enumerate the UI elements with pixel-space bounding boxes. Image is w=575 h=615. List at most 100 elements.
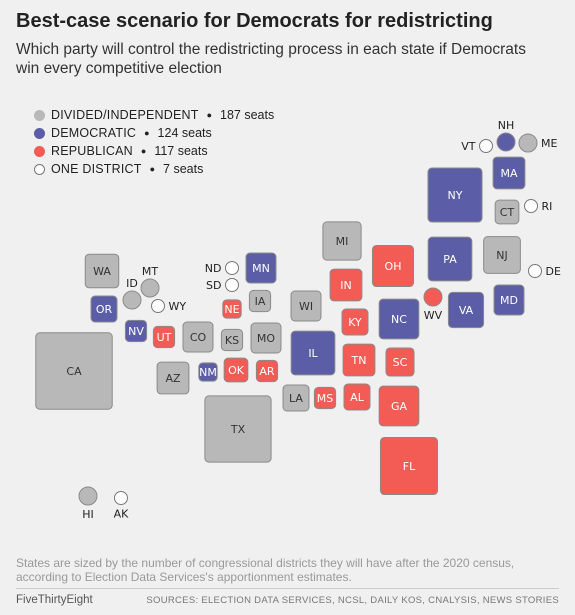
state-label-ca: CA — [66, 365, 82, 378]
state-label-de: DE — [546, 265, 561, 278]
state-label-ks: KS — [225, 334, 239, 347]
state-ga — [378, 385, 420, 427]
state-mn — [245, 252, 277, 284]
state-label-ky: KY — [348, 316, 362, 329]
state-ma — [492, 156, 526, 190]
state-label-oh: OH — [385, 260, 402, 273]
state-label-ga: GA — [391, 400, 408, 413]
state-mo — [250, 322, 282, 354]
state-label-co: CO — [190, 331, 207, 344]
sources-text: SOURCES: ELECTION DATA SERVICES, NCSL, D… — [146, 595, 559, 606]
state-label-ri: RI — [542, 200, 553, 213]
state-label-mi: MI — [336, 235, 349, 248]
state-label-mn: MN — [252, 262, 270, 275]
legend-item-democratic: DEMOCRATIC ● 124 seats — [34, 124, 274, 142]
state-vt — [479, 139, 493, 153]
state-label-wv: WV — [424, 309, 443, 322]
state-label-me: ME — [541, 137, 557, 150]
state-la — [282, 384, 310, 412]
legend-seats: 7 seats — [163, 162, 204, 176]
state-ca — [35, 332, 113, 410]
state-tx — [204, 395, 272, 463]
state-wa — [84, 253, 120, 289]
state-label-la: LA — [289, 392, 303, 405]
state-pa — [427, 236, 473, 282]
legend-label: REPUBLICAN — [51, 144, 133, 158]
state-ne — [222, 299, 242, 319]
state-sc — [385, 347, 415, 377]
state-label-md: MD — [500, 294, 518, 307]
legend-item-republican: REPUBLICAN ● 117 seats — [34, 142, 274, 160]
state-label-nm: NM — [199, 366, 217, 379]
state-label-ne: NE — [224, 303, 239, 316]
state-me — [518, 133, 538, 153]
legend-bullet: ● — [144, 128, 150, 138]
chart-title: Best-case scenario for Democrats for red… — [16, 10, 493, 32]
state-label-ny: NY — [448, 189, 463, 202]
legend-item-divided: DIVIDED/INDEPENDENT ● 187 seats — [34, 106, 274, 124]
legend-bullet: ● — [149, 164, 156, 174]
legend-seats: 117 seats — [154, 144, 208, 158]
legend-swatch-one-district — [34, 163, 45, 175]
state-label-nh: NH — [498, 119, 515, 132]
footer-divider — [16, 588, 559, 589]
state-nc — [378, 298, 420, 340]
state-label-nd: ND — [205, 262, 222, 275]
state-oh — [371, 244, 415, 288]
state-va — [447, 291, 485, 329]
state-label-ok: OK — [228, 364, 245, 377]
state-ia — [248, 289, 272, 313]
state-ny — [427, 167, 483, 223]
state-hi — [78, 486, 98, 506]
legend-label: DIVIDED/INDEPENDENT — [51, 108, 199, 122]
state-label-nc: NC — [391, 313, 407, 326]
state-label-mt: MT — [142, 265, 158, 278]
state-sd — [225, 278, 239, 292]
chart-subtitle: Which party will control the redistricti… — [16, 41, 526, 77]
state-md — [493, 284, 525, 316]
state-label-tn: TN — [351, 354, 367, 367]
legend-label: DEMOCRATIC — [51, 126, 137, 140]
state-wi — [290, 290, 322, 322]
state-label-tx: TX — [230, 423, 246, 436]
state-label-ia: IA — [255, 295, 266, 308]
legend-swatch-divided — [34, 109, 45, 121]
state-ct — [494, 199, 520, 225]
legend-seats: 187 seats — [220, 108, 275, 122]
state-label-mo: MO — [257, 332, 275, 345]
state-label-sd: SD — [206, 279, 221, 292]
state-label-il: IL — [308, 347, 318, 360]
state-nh — [496, 132, 516, 152]
state-label-ct: CT — [500, 206, 515, 219]
state-nm — [198, 362, 218, 382]
state-label-sc: SC — [393, 356, 408, 369]
state-label-in: IN — [340, 279, 351, 292]
state-label-az: AZ — [165, 372, 181, 385]
state-nd — [225, 261, 239, 275]
state-wy — [151, 299, 165, 313]
state-de — [528, 264, 542, 278]
state-label-wy: WY — [169, 300, 187, 313]
state-id — [122, 290, 142, 310]
state-nj — [483, 236, 521, 274]
state-label-fl: FL — [403, 460, 416, 473]
legend-bullet: ● — [206, 110, 213, 120]
state-ut — [152, 325, 176, 349]
legend-item-one-district: ONE DISTRICT ● 7 seats — [34, 160, 274, 178]
state-co — [182, 321, 214, 353]
footnote: States are sized by the number of congre… — [16, 556, 515, 584]
legend: DIVIDED/INDEPENDENT ● 187 seats DEMOCRAT… — [34, 106, 274, 178]
state-label-id: ID — [126, 277, 138, 290]
state-label-ar: AR — [259, 365, 275, 378]
brand-name: FiveThirtyEight — [16, 594, 93, 606]
state-label-nj: NJ — [496, 249, 507, 262]
legend-bullet: ● — [140, 146, 147, 156]
legend-swatch-republican — [34, 145, 45, 157]
legend-swatch-democratic — [34, 127, 45, 139]
legend-label: ONE DISTRICT — [51, 162, 142, 176]
state-label-ma: MA — [500, 167, 517, 180]
state-fl — [379, 436, 439, 496]
state-mi — [322, 221, 362, 261]
state-label-pa: PA — [443, 253, 457, 266]
